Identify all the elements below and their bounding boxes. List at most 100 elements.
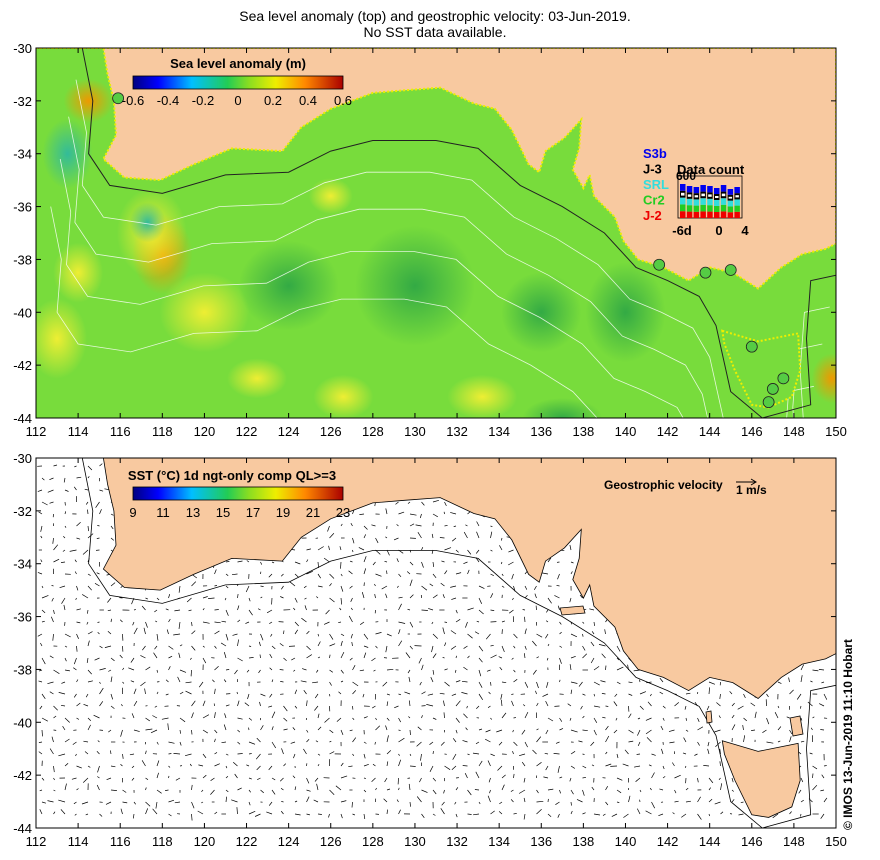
bottom-panel-axes: 112 114 116 118 120 122 124 126 128 130 132 134 136 1… (13, 451, 847, 849)
velocity-arrow (789, 689, 794, 695)
velocity-arrow (317, 753, 321, 756)
velocity-arrow (407, 669, 411, 674)
velocity-arrow (432, 813, 436, 816)
velocity-arrow (87, 640, 90, 647)
velocity-arrow (557, 573, 560, 580)
velocity-arrow (662, 717, 665, 721)
velocity-arrow (64, 783, 67, 791)
velocity-arrow (64, 489, 69, 492)
velocity-arrow (513, 679, 518, 683)
data-count-bar-segment (680, 184, 686, 191)
data-count-bar-segment (727, 189, 734, 195)
velocity-arrow (432, 573, 437, 579)
velocity-arrow (524, 616, 526, 623)
velocity-arrow (559, 789, 561, 794)
velocity-arrow (386, 668, 394, 671)
australia-land-bottom (36, 458, 836, 700)
velocity-arrow (145, 597, 149, 600)
velocity-arrow (340, 585, 344, 592)
velocity-arrow (386, 809, 388, 815)
velocity-arrow (398, 596, 403, 599)
velocity-arrow (490, 644, 494, 647)
velocity-arrow (382, 681, 388, 687)
x-tick-label: 148 (783, 424, 805, 439)
velocity-arrow (329, 643, 336, 647)
velocity-arrow (478, 609, 484, 615)
velocity-arrow (177, 676, 181, 683)
velocity-arrow (467, 753, 470, 756)
velocity-arrow (616, 801, 620, 803)
data-count-bar-segment (734, 211, 740, 218)
velocity-arrow (737, 705, 744, 710)
data-count-bar-segment (707, 186, 713, 193)
velocity-arrow (590, 741, 595, 746)
velocity-arrow (257, 777, 261, 781)
sla-patch (308, 178, 353, 214)
velocity-arrow (279, 777, 284, 782)
velocity-arrow (441, 801, 445, 806)
x-tick-label: 124 (278, 424, 300, 439)
velocity-arrow (467, 607, 474, 611)
velocity-arrow (214, 585, 218, 587)
velocity-arrow (132, 813, 135, 819)
velocity-arrow (708, 787, 711, 791)
velocity-arrow (260, 596, 263, 599)
velocity-arrow (714, 729, 721, 733)
velocity-arrow (570, 571, 573, 575)
velocity-arrow (145, 750, 147, 755)
data-count-bar-segment (720, 211, 727, 218)
velocity-arrow (522, 609, 526, 611)
velocity-arrow (191, 581, 197, 587)
velocity-arrow (623, 813, 629, 818)
velocity-arrow (444, 681, 450, 687)
velocity-arrow (237, 787, 242, 791)
sla-colorbar: Sea level anomaly (m) -0.6 -0.4 -0.2 0 0.2 0.… (122, 56, 352, 108)
velocity-arrow (214, 712, 216, 719)
velocity-arrow (145, 808, 149, 815)
velocity-arrow (703, 765, 710, 767)
velocity-arrow (740, 801, 744, 804)
velocity-arrow (271, 741, 276, 749)
velocity-arrow (429, 583, 434, 587)
velocity-arrow (593, 621, 595, 626)
velocity-arrow (605, 763, 612, 767)
velocity-arrow (87, 724, 91, 731)
velocity-arrow (490, 593, 494, 599)
colorbar-tick-label: 0 (234, 93, 241, 108)
velocity-arrow (84, 751, 89, 755)
velocity-arrow (602, 716, 606, 719)
velocity-arrow (41, 595, 49, 599)
y-tick-label: -40 (13, 715, 32, 730)
velocity-arrow (501, 585, 505, 588)
velocity-arrow (71, 777, 77, 780)
velocity-arrow (266, 609, 273, 614)
velocity-arrow (237, 717, 243, 720)
velocity-arrow (579, 594, 583, 599)
velocity-arrow (810, 727, 813, 731)
velocity-arrow (421, 664, 424, 671)
data-count-bar-segment (727, 206, 734, 213)
velocity-arrow (685, 717, 687, 721)
velocity-arrow (340, 640, 343, 647)
velocity-arrow (306, 548, 311, 551)
sla-patch (313, 374, 374, 418)
velocity-arrow (464, 773, 468, 779)
velocity-arrow (248, 801, 251, 806)
data-count-bar-segment (686, 198, 693, 206)
velocity-arrow (329, 681, 332, 686)
velocity-arrow (421, 585, 428, 591)
velocity-arrow (220, 642, 227, 647)
velocity-arrow (591, 764, 595, 767)
velocity-arrow (542, 693, 549, 697)
velocity-arrow (340, 651, 345, 659)
australia-land (36, 48, 836, 290)
velocity-arrow (431, 645, 434, 653)
velocity-arrow (645, 717, 652, 721)
velocity-arrow (122, 801, 128, 804)
tide-gauge-marker (745, 340, 758, 353)
velocity-arrow (398, 717, 402, 723)
sst-colorbar: SST (°C) 1d ngt-only comp QL>=3 9 11 13 15 1… (128, 468, 350, 520)
y-tick-label: -30 (13, 41, 32, 56)
velocity-arrow (214, 811, 218, 815)
velocity-arrow (385, 725, 388, 731)
